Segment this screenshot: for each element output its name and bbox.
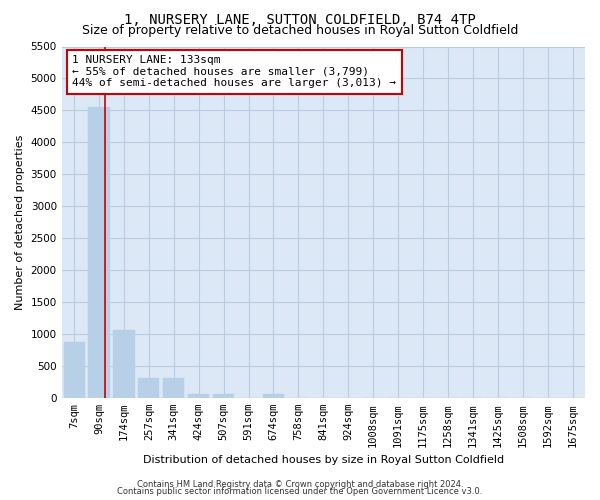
Bar — [113, 330, 134, 398]
Bar — [88, 106, 110, 398]
Bar — [138, 378, 160, 398]
Text: Contains public sector information licensed under the Open Government Licence v3: Contains public sector information licen… — [118, 487, 482, 496]
Bar — [213, 394, 234, 398]
Bar — [188, 394, 209, 398]
Bar — [64, 342, 85, 398]
Text: Contains HM Land Registry data © Crown copyright and database right 2024.: Contains HM Land Registry data © Crown c… — [137, 480, 463, 489]
Y-axis label: Number of detached properties: Number of detached properties — [15, 134, 25, 310]
Text: 1, NURSERY LANE, SUTTON COLDFIELD, B74 4TP: 1, NURSERY LANE, SUTTON COLDFIELD, B74 4… — [124, 12, 476, 26]
Text: 1 NURSERY LANE: 133sqm
← 55% of detached houses are smaller (3,799)
44% of semi-: 1 NURSERY LANE: 133sqm ← 55% of detached… — [72, 56, 396, 88]
Bar — [163, 378, 184, 398]
Bar — [263, 394, 284, 398]
Text: Size of property relative to detached houses in Royal Sutton Coldfield: Size of property relative to detached ho… — [82, 24, 518, 37]
X-axis label: Distribution of detached houses by size in Royal Sutton Coldfield: Distribution of detached houses by size … — [143, 455, 504, 465]
